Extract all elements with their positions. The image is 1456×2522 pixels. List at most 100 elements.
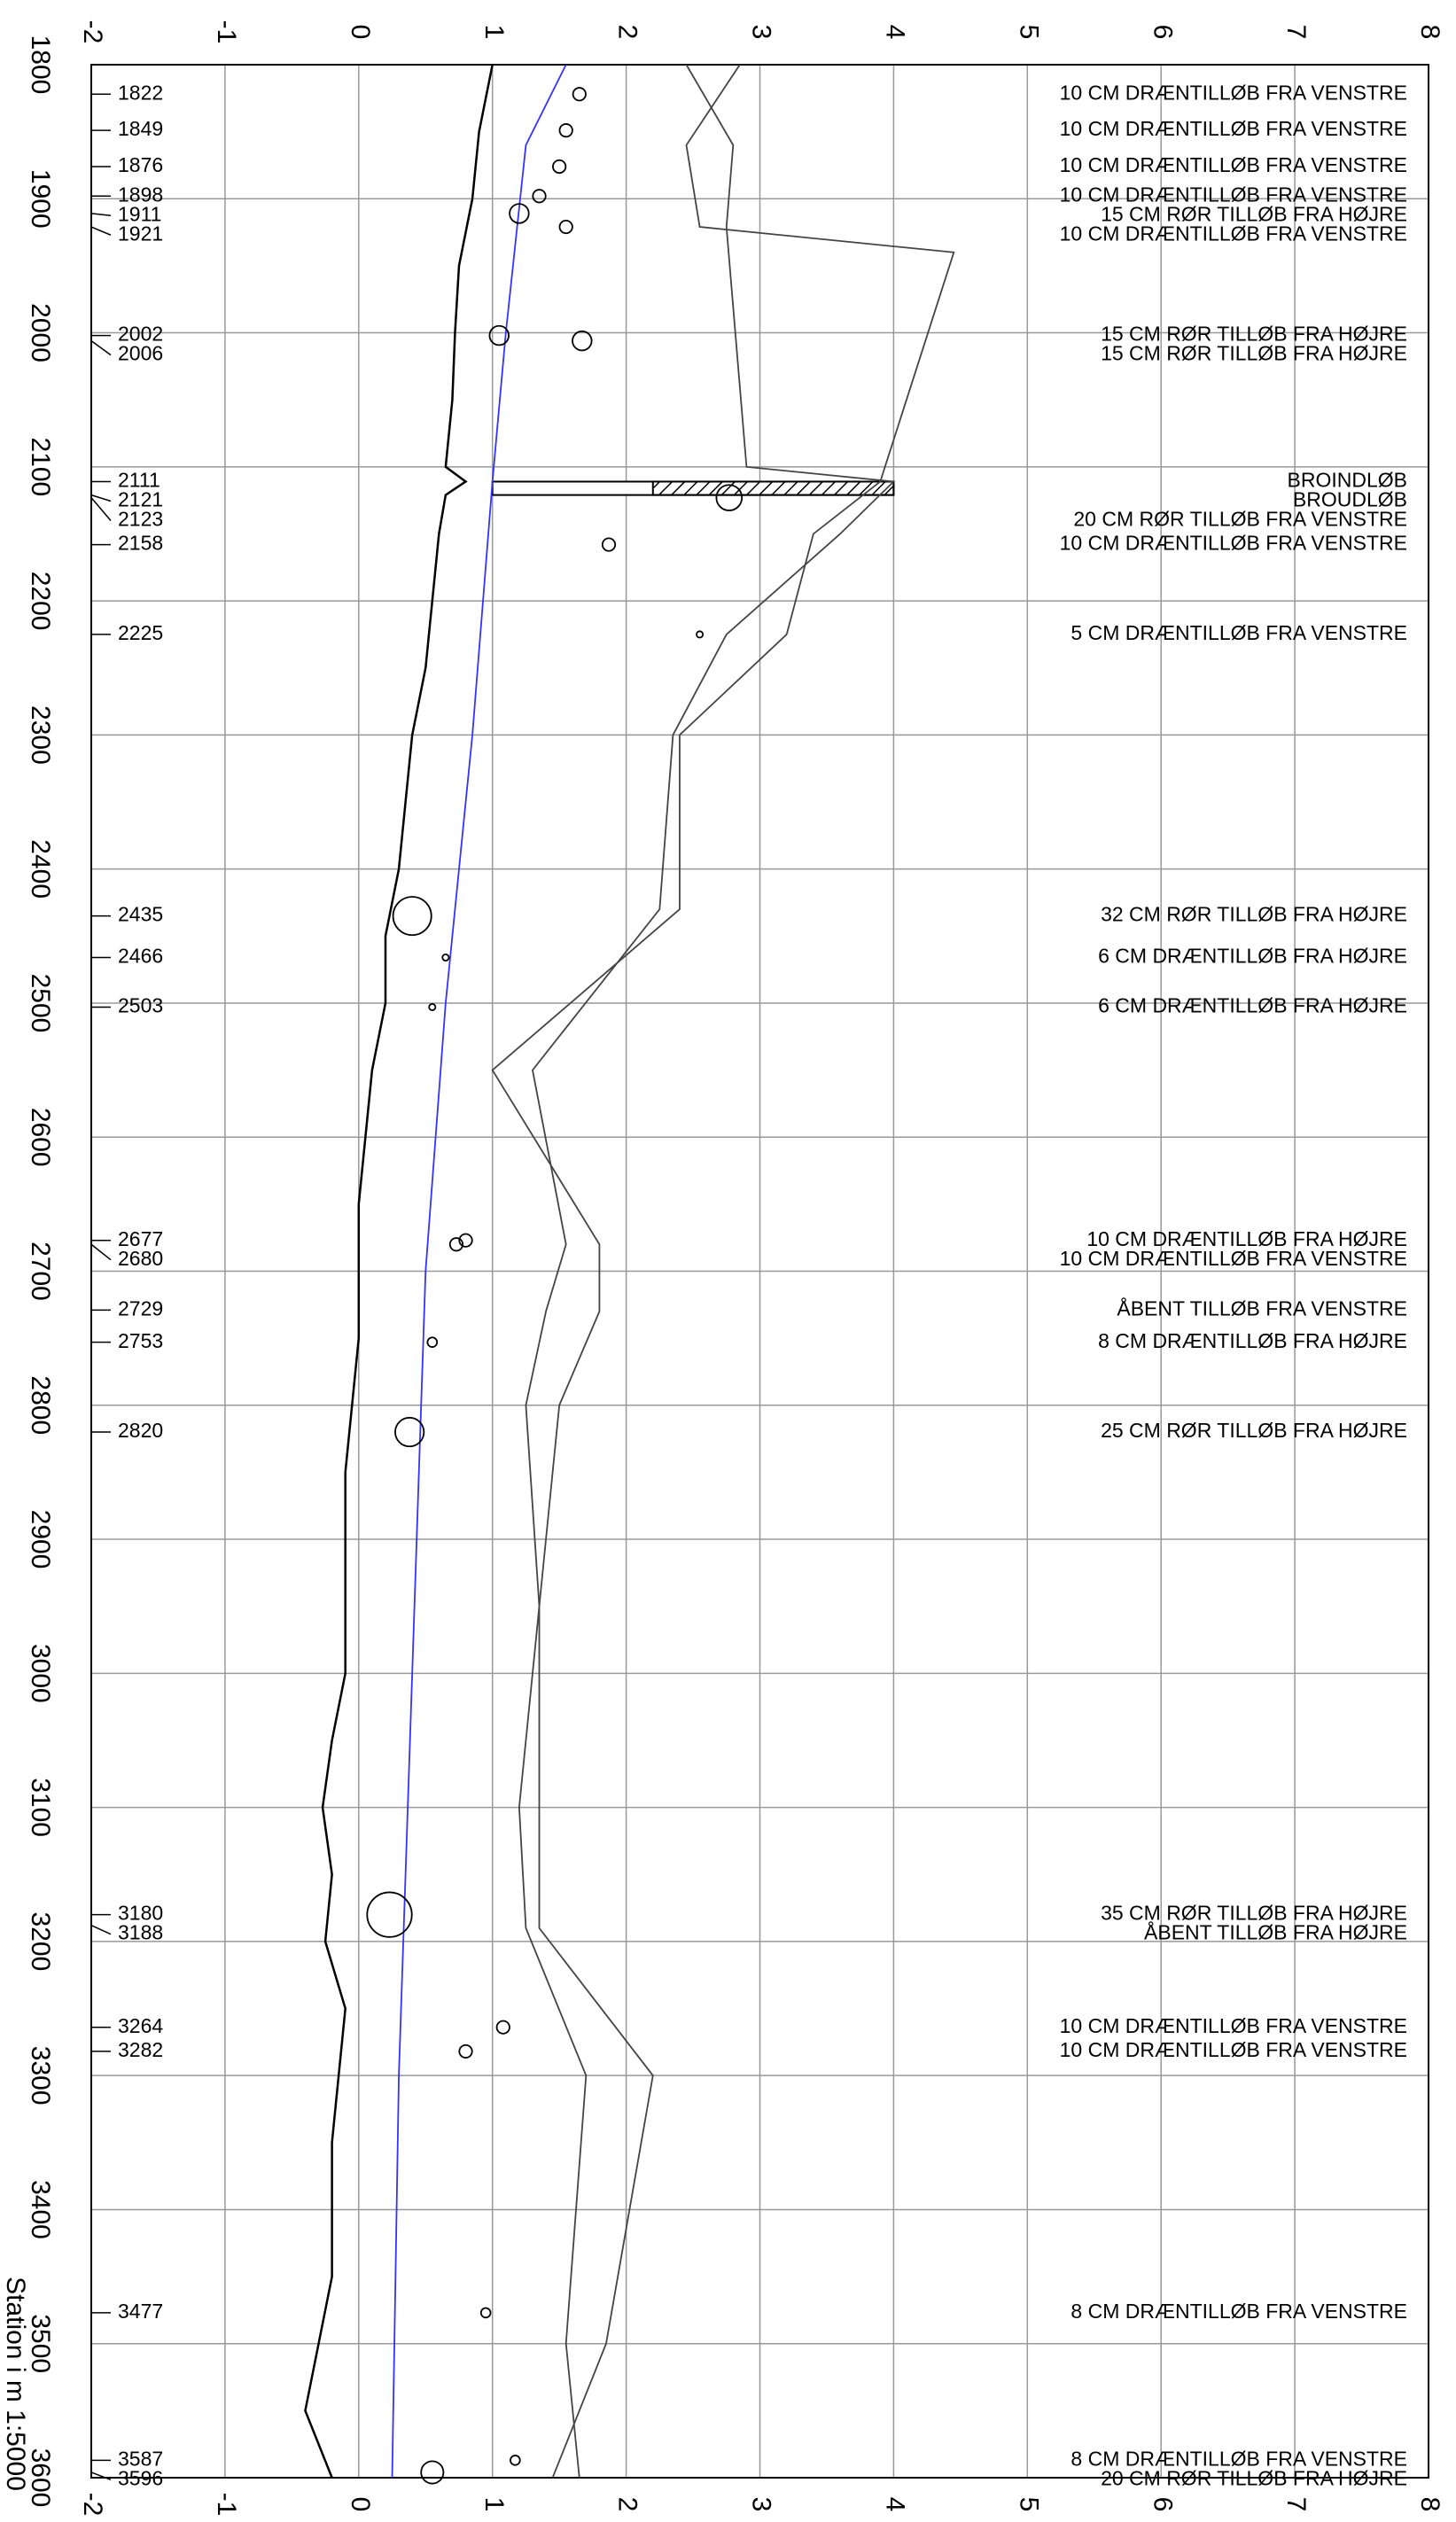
inlet-label: 10 CM DRÆNTILLØB FRA VENSTRE (1060, 2038, 1407, 2061)
inlet-label: 10 CM DRÆNTILLØB FRA VENSTRE (1060, 1247, 1407, 1270)
plot-frame (90, 64, 1429, 2479)
inlet-label: 6 CM DRÆNTILLØB FRA HØJRE (1098, 945, 1407, 968)
station-label: 2729 (118, 1296, 163, 1319)
inlet-label: BROINDLØB (1288, 469, 1407, 492)
inlet-label: 8 CM DRÆNTILLØB FRA HØJRE (1098, 1329, 1407, 1352)
profile-line (304, 64, 494, 2479)
axis-label: Station i m 1:5000 (1, 2277, 30, 2491)
y-tick-label: 2500 (26, 974, 55, 1033)
x-tick-label: 3 (747, 25, 776, 40)
y-tick-label: 3300 (26, 2046, 55, 2106)
inlet-marker (441, 954, 450, 962)
x-tick-label: 1 (479, 25, 509, 40)
profile-line (491, 64, 955, 2479)
leader (90, 497, 112, 521)
station-label: 2435 (118, 903, 163, 926)
station-label: 1911 (118, 202, 161, 225)
station-label: 2121 (118, 488, 163, 511)
station-label: 1849 (118, 117, 163, 140)
inlet-marker (366, 1891, 413, 1938)
inlet-label: 10 CM DRÆNTILLØB FRA VENSTRE (1060, 222, 1407, 245)
inlet-marker (558, 219, 573, 235)
leader (90, 1925, 112, 1935)
y-tick-label: 2100 (26, 437, 55, 496)
leader (90, 340, 112, 356)
station-label: 2123 (118, 508, 163, 531)
inlet-marker (428, 1002, 437, 1011)
inlet-label: 10 CM DRÆNTILLØB FRA VENSTRE (1060, 2014, 1407, 2037)
inlet-marker (420, 2460, 445, 2485)
inlet-label: 5 CM DRÆNTILLØB FRA VENSTRE (1071, 621, 1407, 644)
inlet-marker (696, 630, 705, 639)
inlet-label: ÅBENT TILLØB FRA VENSTRE (1117, 1296, 1407, 1319)
x-tick-label: 5 (1014, 2497, 1043, 2512)
x-tick-label: 6 (1148, 2497, 1177, 2512)
x-tick-label: -1 (212, 2493, 241, 2517)
station-label: 3264 (118, 2014, 163, 2037)
x-tick-label: 5 (1014, 25, 1043, 40)
station-label: 2677 (118, 1227, 163, 1250)
leader (90, 226, 112, 236)
station-label: 2111 (118, 469, 160, 492)
x-tick-label: 6 (1148, 25, 1177, 40)
station-label: 2820 (118, 1419, 163, 1442)
inlet-label: 20 CM RØR TILLØB FRA VENSTRE (1073, 508, 1407, 531)
inlet-label: 35 CM RØR TILLØB FRA HØJRE (1101, 1902, 1407, 1925)
inlet-marker (558, 123, 573, 138)
inlet-marker (510, 2455, 521, 2466)
inlet-label: 10 CM DRÆNTILLØB FRA VENSTRE (1060, 153, 1407, 176)
inlet-marker (394, 1416, 425, 1448)
y-tick-label: 2200 (26, 572, 55, 631)
inlet-marker (495, 2020, 510, 2035)
y-tick-label: 3100 (26, 1778, 55, 1837)
inlet-marker (552, 159, 567, 175)
y-tick-label: 3600 (26, 2448, 55, 2508)
station-label: 2006 (118, 342, 163, 365)
x-tick-label: 8 (1415, 25, 1444, 40)
inlet-label: 8 CM DRÆNTILLØB FRA VENSTRE (1071, 2447, 1407, 2470)
y-tick-label: 2600 (26, 1108, 55, 1167)
leader (90, 1243, 112, 1261)
inlet-label: 32 CM RØR TILLØB FRA HØJRE (1101, 903, 1407, 926)
inlet-label: 10 CM DRÆNTILLØB FRA VENSTRE (1060, 81, 1407, 104)
inlet-label: 8 CM DRÆNTILLØB FRA VENSTRE (1071, 2300, 1407, 2323)
x-tick-label: 4 (880, 25, 909, 40)
inlet-label: 15 CM RØR TILLØB FRA HØJRE (1101, 202, 1407, 225)
station-label: 2753 (118, 1329, 163, 1352)
inlet-label: 10 CM DRÆNTILLØB FRA VENSTRE (1060, 117, 1407, 140)
y-tick-label: 2400 (26, 839, 55, 899)
inlet-marker (488, 324, 510, 346)
x-tick-label: 7 (1281, 25, 1311, 40)
station-label: 1898 (118, 183, 163, 206)
leader (90, 213, 112, 216)
y-tick-label: 2000 (26, 303, 55, 362)
profile-line (518, 64, 896, 2479)
station-label: 3477 (118, 2300, 163, 2323)
y-tick-label: 2800 (26, 1375, 55, 1435)
x-tick-label: -1 (212, 20, 241, 44)
y-tick-label: 3000 (26, 1644, 55, 1703)
y-tick-label: 3200 (26, 1912, 55, 1972)
x-tick-label: 2 (613, 2497, 642, 2512)
y-tick-label: 1800 (26, 35, 55, 95)
inlet-label: 10 CM DRÆNTILLØB FRA VENSTRE (1060, 532, 1407, 555)
station-label: 2466 (118, 945, 163, 968)
y-tick-label: 3400 (26, 2180, 55, 2239)
x-tick-label: 0 (346, 25, 375, 40)
inlet-marker (509, 203, 530, 224)
inlet-marker (448, 1237, 464, 1252)
inlet-label: 20 CM RØR TILLØB FRA HØJRE (1101, 2466, 1407, 2489)
station-label: 1921 (118, 222, 163, 245)
inlet-marker (532, 189, 547, 204)
station-label: 3587 (118, 2447, 163, 2470)
inlet-marker (392, 896, 432, 937)
y-tick-label: 2900 (26, 1510, 55, 1569)
inlet-label: 10 CM DRÆNTILLØB FRA VENSTRE (1060, 183, 1407, 206)
inlet-marker (458, 2043, 473, 2059)
inlet-label: 15 CM RØR TILLØB FRA HØJRE (1101, 342, 1407, 365)
inlet-marker (572, 87, 587, 102)
inlet-marker (479, 2307, 492, 2319)
x-tick-label: 1 (479, 2497, 509, 2512)
station-label: 2680 (118, 1247, 163, 1270)
